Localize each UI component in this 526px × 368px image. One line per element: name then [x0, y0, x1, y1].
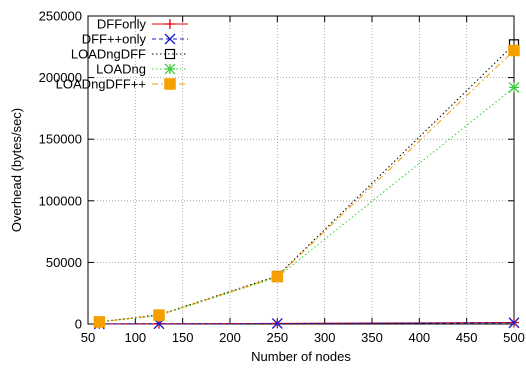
x-tick-label: 200: [219, 330, 241, 345]
y-tick-label: 100000: [39, 193, 82, 208]
series-line: [99, 87, 515, 323]
x-tick-label: 100: [124, 330, 146, 345]
data-point: [271, 318, 283, 329]
data-point: [508, 82, 520, 93]
data-point: [508, 317, 520, 329]
x-tick-label: 250: [266, 330, 288, 345]
data-point: [153, 309, 165, 321]
series-loadngdff-: [93, 44, 520, 328]
x-tick-label: 150: [172, 330, 194, 345]
data-point: [93, 316, 106, 328]
x-axis-label: Number of nodes: [251, 349, 351, 364]
x-tick-label: 500: [503, 330, 525, 345]
y-tick-label: 150000: [39, 132, 82, 147]
y-tick-label: 200000: [39, 70, 82, 85]
legend-label: DFFonly: [97, 17, 147, 32]
legend-swatch-marker: [164, 48, 176, 60]
series-loadng: [93, 82, 520, 328]
legend-swatch-marker: [164, 78, 176, 90]
y-tick-label: 0: [75, 317, 82, 332]
x-tick-label: 350: [361, 330, 383, 345]
series-line: [99, 43, 515, 323]
y-tick-label: 250000: [39, 9, 82, 24]
legend-label: LOADngDFF: [71, 47, 146, 62]
x-tick-label: 450: [456, 330, 478, 345]
legend-item: LOADngDFF++: [56, 77, 188, 92]
legend-item: DFF++only: [82, 32, 188, 47]
y-tick-label: 50000: [46, 255, 82, 270]
y-axis-label: Overhead (bytes/sec): [9, 108, 24, 232]
legend-item: LOADngDFF: [71, 47, 188, 62]
data-point: [271, 270, 284, 283]
legend-item: LOADng: [96, 62, 188, 77]
x-tick-label: 300: [314, 330, 336, 345]
legend-swatch-marker: [164, 33, 176, 45]
plot-frame: [87, 15, 515, 325]
grid-lines: [88, 16, 514, 324]
legend-item: DFFonly: [97, 17, 188, 32]
series-loadngdff: [94, 39, 520, 327]
legend-swatch-marker: [164, 63, 176, 75]
axes: 50 100 150 200 250 300 350 400 450 500 0 50000 10000…: [39, 9, 525, 346]
legend-label: DFF++only: [82, 32, 147, 47]
series-line: [99, 322, 515, 325]
legend: DFFonlyDFF++onlyLOADngDFFLOADngLOADngDFF…: [56, 17, 188, 92]
data-point: [508, 44, 520, 57]
series-line: [99, 50, 515, 323]
legend-label: LOADngDFF++: [56, 77, 146, 92]
series-group: [93, 39, 520, 330]
legend-label: LOADng: [96, 62, 146, 77]
x-tick-label: 50: [81, 330, 95, 345]
legend-swatch-marker: [165, 19, 175, 29]
x-tick-label: 400: [408, 330, 430, 345]
